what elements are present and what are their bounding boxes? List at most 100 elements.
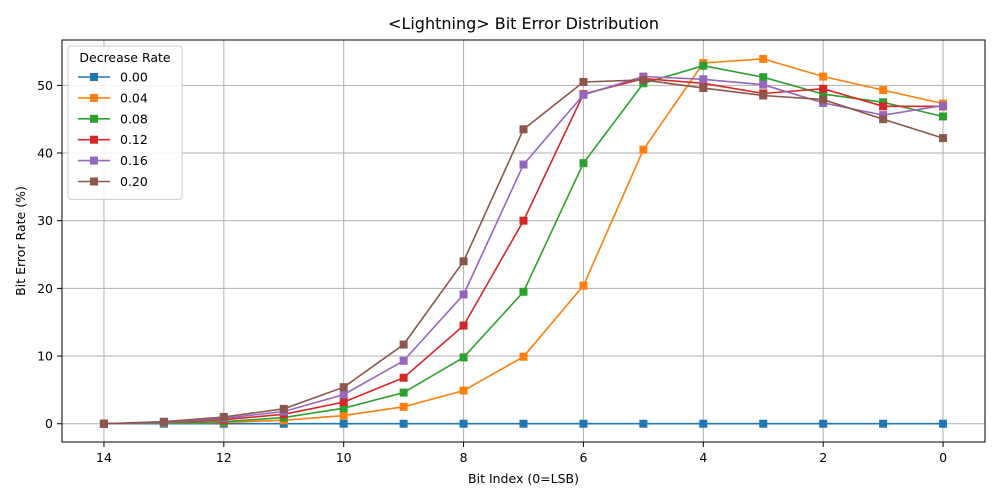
data-point — [819, 90, 828, 99]
x-tick-label: 14 — [96, 450, 112, 465]
data-point — [759, 91, 768, 100]
data-point — [699, 79, 708, 88]
legend-marker — [90, 135, 98, 144]
legend-label: 0.08 — [120, 111, 148, 126]
data-point — [759, 54, 768, 63]
data-point — [399, 356, 408, 365]
data-point — [879, 86, 888, 95]
data-point — [819, 95, 828, 104]
legend-item: 0.20 — [78, 174, 148, 189]
legend-label: 0.00 — [120, 70, 148, 85]
data-point — [99, 419, 108, 428]
data-point — [399, 402, 408, 411]
legend: Decrease Rate 0.00 0.04 0.08 0.12 0.16 0.20 — [67, 45, 183, 200]
y-tick-label: 10 — [37, 349, 53, 364]
legend-marker — [90, 156, 98, 165]
data-point — [639, 145, 648, 154]
x-tick-label: 12 — [216, 450, 232, 465]
data-point — [879, 111, 888, 120]
data-point — [399, 419, 408, 428]
x-tick-label: 0 — [939, 450, 947, 465]
data-point — [219, 412, 228, 421]
legend-item: 0.16 — [78, 153, 148, 168]
data-point — [459, 290, 468, 299]
data-point — [519, 125, 528, 134]
data-point — [339, 398, 348, 407]
data-point — [339, 404, 348, 413]
chart-title: <Lightning> Bit Error Distribution — [388, 14, 659, 33]
legend-item: 0.12 — [78, 132, 148, 147]
data-point — [759, 419, 768, 428]
data-point — [699, 61, 708, 70]
legend-marker — [90, 114, 98, 123]
x-axis-label: Bit Index (0=LSB) — [468, 471, 579, 486]
x-tick-label: 6 — [579, 450, 587, 465]
data-point — [459, 419, 468, 428]
data-point — [339, 383, 348, 392]
data-point — [399, 340, 408, 349]
legend-marker — [90, 93, 98, 102]
data-point — [519, 419, 528, 428]
data-point — [819, 72, 828, 81]
data-point — [339, 411, 348, 420]
data-point — [819, 419, 828, 428]
data-point — [519, 216, 528, 225]
data-point — [939, 112, 948, 121]
legend-label: 0.16 — [120, 153, 148, 168]
legend-item: 0.04 — [78, 90, 148, 105]
data-point — [579, 77, 588, 86]
data-point — [339, 390, 348, 399]
data-point — [759, 80, 768, 89]
x-tick-label: 2 — [819, 450, 827, 465]
y-tick-label: 50 — [37, 78, 53, 93]
data-point — [879, 98, 888, 107]
data-point — [459, 386, 468, 395]
data-point — [879, 115, 888, 124]
data-point — [279, 404, 288, 413]
data-point — [159, 417, 168, 426]
data-point — [519, 287, 528, 296]
series-0.20 — [99, 75, 948, 428]
x-axis-ticks: 14 12 10 8 6 4 2 0 — [96, 442, 947, 465]
legend-items: 0.00 0.04 0.08 0.12 0.16 0.20 — [78, 70, 148, 189]
legend-marker — [90, 73, 98, 81]
y-tick-label: 20 — [37, 281, 53, 296]
data-point — [939, 419, 948, 428]
axes-frame — [61, 39, 986, 443]
legend-title: Decrease Rate — [79, 50, 171, 65]
data-point — [399, 373, 408, 382]
y-tick-label: 30 — [37, 213, 53, 228]
legend-label: 0.20 — [120, 174, 148, 189]
data-point — [879, 102, 888, 111]
data-point — [759, 73, 768, 82]
series-layer — [99, 54, 948, 428]
data-point — [639, 419, 648, 428]
data-point — [339, 419, 348, 428]
data-point — [699, 84, 708, 93]
data-point — [459, 353, 468, 362]
legend-item: 0.08 — [78, 111, 148, 126]
data-point — [459, 321, 468, 330]
y-tick-label: 0 — [45, 416, 53, 431]
y-axis-ticks: 0 10 20 30 40 50 — [37, 78, 62, 431]
legend-label: 0.12 — [120, 132, 148, 147]
data-point — [699, 75, 708, 84]
data-point — [939, 134, 948, 143]
x-tick-label: 8 — [460, 450, 468, 465]
legend-item: 0.00 — [78, 70, 148, 85]
legend-label: 0.04 — [120, 90, 148, 105]
data-point — [579, 90, 588, 99]
x-tick-label: 10 — [336, 450, 352, 465]
y-tick-label: 40 — [37, 146, 53, 161]
data-point — [699, 419, 708, 428]
data-point — [939, 101, 948, 110]
data-point — [519, 352, 528, 361]
data-point — [519, 160, 528, 169]
data-point — [819, 84, 828, 93]
data-point — [399, 388, 408, 397]
data-point — [879, 419, 888, 428]
data-point — [459, 257, 468, 266]
data-point — [579, 419, 588, 428]
data-point — [579, 281, 588, 290]
